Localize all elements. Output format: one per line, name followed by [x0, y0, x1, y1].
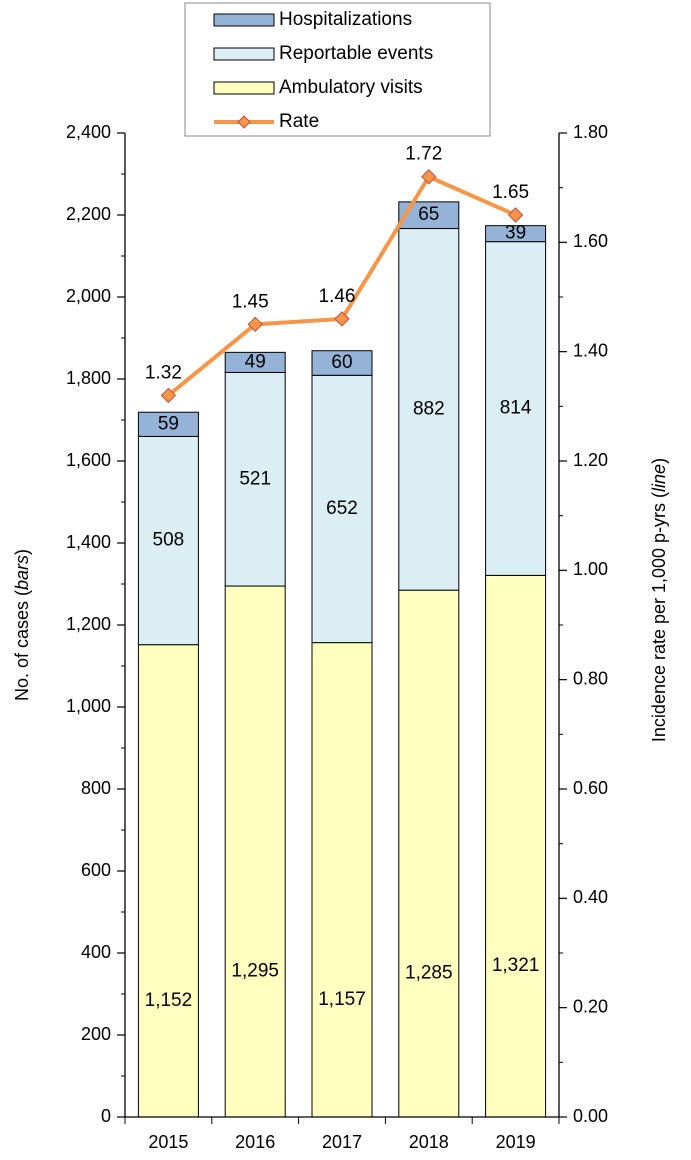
right-tick-label: 0.00 — [573, 1106, 608, 1126]
bar-value-label: 60 — [331, 352, 352, 373]
legend-marker — [237, 115, 251, 129]
rate-value-label: 1.45 — [232, 291, 269, 312]
rate-point-marker — [507, 207, 524, 223]
right-tick-label: 1.00 — [573, 559, 608, 579]
bar-value-label: 1,295 — [231, 961, 279, 982]
legend-label: Ambulatory visits — [279, 77, 423, 98]
bar-hospitalizations-2016 — [224, 351, 286, 373]
left-tick-label: 800 — [81, 778, 111, 798]
right-tick-label: 0.80 — [573, 668, 608, 688]
bar-reportable-events-2018 — [398, 228, 460, 591]
bar-value-label: 814 — [500, 398, 532, 419]
x-tick-label: 2019 — [496, 1132, 536, 1152]
right-tick-label: 1.60 — [573, 231, 608, 251]
right-tick-label: 0.60 — [573, 778, 608, 798]
right-tick-label: 1.40 — [573, 340, 608, 360]
bar-value-label: 39 — [505, 223, 526, 244]
rate-point-marker — [160, 387, 177, 404]
x-tick-label: 2015 — [148, 1132, 188, 1152]
rate-value-label: 1.72 — [405, 144, 442, 165]
bar-hospitalizations-2017 — [311, 350, 373, 376]
rate-value-label: 1.32 — [145, 362, 182, 383]
right-tick-label: 0.20 — [573, 996, 608, 1016]
right-tick-label: 1.20 — [573, 450, 608, 470]
rate-value-label: 1.46 — [319, 286, 356, 307]
left-tick-label: 1,400 — [66, 532, 111, 552]
bar-value-label: 1,152 — [145, 990, 193, 1011]
left-tick-label: 2,400 — [66, 122, 111, 142]
bar-reportable-events-2019 — [485, 241, 547, 576]
rate-point-marker — [334, 311, 350, 327]
bar-hospitalizations-2015 — [137, 411, 199, 437]
bar-value-label: 521 — [239, 468, 271, 489]
legend-swatch — [213, 81, 275, 95]
bar-value-label: 1,285 — [405, 963, 453, 984]
bar-reportable-events-2015 — [137, 435, 199, 646]
left-tick-label: 400 — [81, 942, 111, 962]
left-axis-title: No. of cases (bars) — [12, 549, 32, 701]
legend-label: Hospitalizations — [279, 9, 412, 30]
bar-value-label: 1,321 — [492, 955, 540, 976]
bar-value-label: 65 — [418, 204, 439, 225]
left-tick-label: 200 — [81, 1024, 111, 1044]
right-tick-label: 1.80 — [573, 122, 608, 142]
left-tick-label: 2,200 — [66, 204, 111, 224]
bar-hospitalizations-2019 — [485, 225, 547, 243]
left-tick-label: 600 — [81, 860, 111, 880]
bar-value-label: 652 — [326, 498, 358, 519]
x-tick-label: 2016 — [235, 1132, 275, 1152]
bar-ambulatory-visits-2015 — [137, 644, 199, 1118]
bar-value-label: 508 — [153, 530, 185, 551]
left-tick-label: 1,600 — [66, 450, 111, 470]
x-tick-label: 2017 — [322, 1132, 362, 1152]
left-tick-label: 2,000 — [66, 286, 111, 306]
right-axis-title: Incidence rate per 1,000 p-yrs (line) — [649, 458, 669, 742]
left-tick-label: 1,200 — [66, 614, 111, 634]
legend-label: Rate — [279, 111, 319, 132]
rate-point-marker — [247, 316, 263, 333]
bar-reportable-events-2017 — [311, 374, 373, 644]
rate-point-marker — [421, 169, 437, 185]
bar-ambulatory-visits-2016 — [224, 585, 286, 1118]
bar-value-label: 59 — [158, 413, 179, 434]
left-tick-label: 1,800 — [66, 368, 111, 388]
x-tick-label: 2018 — [409, 1132, 449, 1152]
bar-value-label: 882 — [413, 398, 445, 419]
bar-value-label: 49 — [245, 351, 266, 372]
right-tick-label: 0.40 — [573, 887, 608, 907]
left-tick-label: 1,000 — [66, 696, 111, 716]
left-tick-label: 0 — [101, 1106, 111, 1126]
legend-label: Reportable events — [279, 43, 433, 64]
rate-value-label: 1.65 — [492, 182, 529, 203]
legend-swatch — [213, 47, 275, 61]
bar-ambulatory-visits-2018 — [398, 589, 460, 1118]
bar-ambulatory-visits-2017 — [311, 642, 373, 1118]
bar-ambulatory-visits-2019 — [485, 574, 547, 1118]
bar-value-label: 1,157 — [318, 989, 366, 1010]
legend-swatch — [213, 13, 275, 27]
